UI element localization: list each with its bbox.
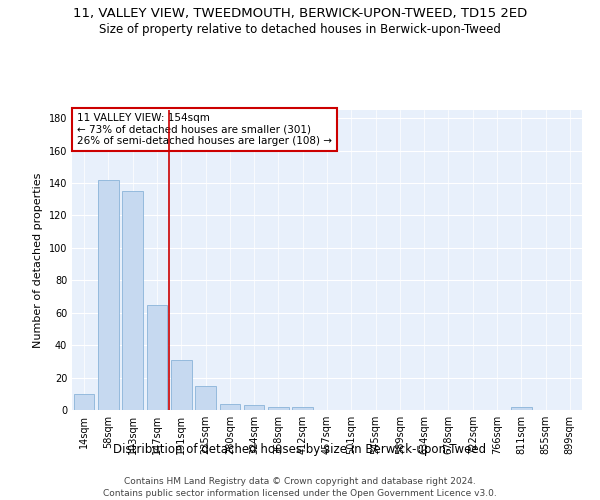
Bar <box>220 404 240 410</box>
Text: Contains public sector information licensed under the Open Government Licence v3: Contains public sector information licen… <box>103 489 497 498</box>
Bar <box>74 394 94 410</box>
Bar <box>171 360 191 410</box>
Bar <box>146 304 167 410</box>
Bar <box>98 180 119 410</box>
Bar <box>511 407 532 410</box>
Text: 11 VALLEY VIEW: 154sqm
← 73% of detached houses are smaller (301)
26% of semi-de: 11 VALLEY VIEW: 154sqm ← 73% of detached… <box>77 113 332 146</box>
Text: Contains HM Land Registry data © Crown copyright and database right 2024.: Contains HM Land Registry data © Crown c… <box>124 478 476 486</box>
Text: 11, VALLEY VIEW, TWEEDMOUTH, BERWICK-UPON-TWEED, TD15 2ED: 11, VALLEY VIEW, TWEEDMOUTH, BERWICK-UPO… <box>73 8 527 20</box>
Bar <box>268 407 289 410</box>
Text: Distribution of detached houses by size in Berwick-upon-Tweed: Distribution of detached houses by size … <box>113 442 487 456</box>
Bar <box>244 405 265 410</box>
Bar <box>195 386 216 410</box>
Bar <box>292 407 313 410</box>
Y-axis label: Number of detached properties: Number of detached properties <box>33 172 43 348</box>
Text: Size of property relative to detached houses in Berwick-upon-Tweed: Size of property relative to detached ho… <box>99 22 501 36</box>
Bar <box>122 191 143 410</box>
